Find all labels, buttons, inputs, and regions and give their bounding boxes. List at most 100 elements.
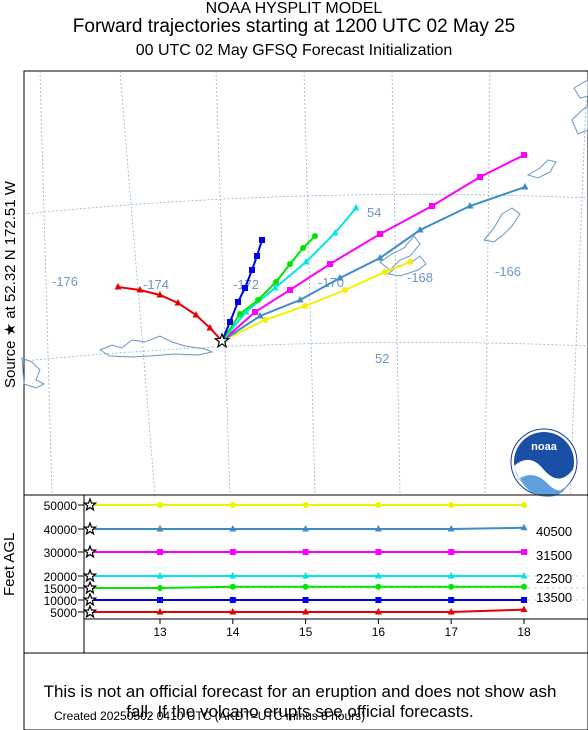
magenta-trajectory-marker	[377, 231, 383, 237]
profile-start-star	[82, 544, 98, 559]
yellow-profile-marker	[302, 502, 309, 508]
x-tick-label: 13	[153, 625, 167, 639]
green-trajectory-marker	[300, 245, 306, 251]
meridian-line	[391, 70, 401, 496]
profile-start-star	[82, 604, 98, 619]
magenta-profile-marker	[448, 549, 455, 555]
yellow-profile-marker	[521, 502, 527, 508]
profile-start-star	[82, 580, 98, 595]
steel-profile-marker	[156, 525, 164, 532]
green-trajectory-marker	[237, 311, 243, 317]
red-trajectory	[117, 286, 223, 342]
parallel-line	[23, 194, 588, 215]
green-trajectory-marker	[287, 261, 293, 267]
steel-trajectory-marker	[296, 296, 304, 303]
green-trajectory-marker	[312, 233, 318, 239]
coastline	[526, 159, 557, 179]
map-frame	[23, 70, 588, 496]
y-tick-label: 5000	[50, 606, 77, 620]
lon-label: -168	[407, 270, 433, 285]
blue-trajectory-marker	[227, 319, 233, 325]
cyan-trajectory-marker	[331, 229, 339, 236]
yellow-trajectory-marker	[342, 287, 348, 293]
magenta-profile-marker	[302, 549, 309, 555]
cyan-profile-marker	[302, 572, 310, 579]
cyan-trajectory-marker	[271, 284, 279, 291]
lat-label: 52	[375, 351, 389, 366]
red-trajectory-marker	[206, 324, 214, 331]
noaa-logo-text: noaa	[531, 441, 558, 453]
y-tick-label: 10000	[44, 594, 78, 608]
yellow-profile-marker	[229, 502, 236, 508]
magenta-trajectory-marker	[287, 287, 293, 293]
model-title: NOAA HYSPLIT MODEL	[205, 0, 383, 17]
trajectory-title: Forward trajectories starting at 1200 UT…	[72, 16, 516, 37]
cyan-profile-marker	[447, 572, 455, 579]
blue-trajectory-marker	[235, 299, 241, 305]
yellow-profile-marker	[157, 502, 163, 508]
yellow-trajectory-marker	[382, 269, 388, 275]
source-star-shape	[213, 332, 231, 349]
green-trajectory-marker	[273, 279, 279, 285]
yellow-profile-marker	[375, 502, 382, 508]
red-profile-marker	[520, 605, 528, 613]
coastline	[379, 235, 421, 271]
coastlines	[21, 79, 588, 389]
steel-trajectory-marker	[336, 274, 344, 281]
lon-label: -166	[495, 264, 521, 279]
profile-start-star	[82, 497, 98, 512]
cyan-trajectory	[221, 207, 357, 342]
green-profile-marker	[302, 583, 309, 590]
y-tick-label: 50000	[44, 499, 78, 513]
red-trajectory-marker	[156, 291, 164, 298]
green-trajectory-marker	[255, 297, 261, 303]
steel-profile-marker	[374, 525, 382, 532]
steel-trajectory	[221, 186, 526, 342]
coastline	[21, 357, 46, 389]
steel-trajectory-marker	[376, 254, 384, 261]
profile-start-star	[82, 592, 98, 607]
cyan-profile-marker	[520, 572, 528, 579]
red-trajectory-marker	[174, 299, 182, 306]
forecast-initialization: 00 UTC 02 May GFSQ Forecast Initializati…	[135, 42, 453, 59]
steel-profile-marker	[229, 525, 237, 532]
blue-trajectory-marker	[259, 237, 265, 243]
parallel-line	[23, 341, 588, 362]
green-profile-marker	[157, 585, 163, 591]
red-profile-marker	[447, 608, 455, 615]
magenta-trajectory-marker	[521, 152, 527, 158]
meridian-line	[569, 99, 587, 496]
red-trajectory-marker	[192, 311, 200, 318]
meridian-line	[119, 70, 156, 496]
yellow-profile-marker	[448, 502, 455, 508]
magenta-profile-marker	[375, 549, 382, 555]
magenta-trajectory-marker	[327, 261, 333, 267]
meridian-line	[39, 70, 53, 496]
profile-series	[90, 502, 528, 615]
yellow-trajectory-marker	[407, 259, 413, 265]
blue-profile-marker	[375, 597, 382, 603]
created-timestamp: Created 20250502 0410 UTC (AKDT=UTC minu…	[54, 709, 366, 723]
profile-right-labels: 40500 31500 22500 13500	[536, 524, 572, 605]
red-profile-marker	[302, 608, 310, 615]
magenta-profile-marker	[229, 549, 236, 555]
x-tick-label: 18	[517, 625, 531, 639]
source-star-icon	[213, 332, 231, 349]
x-tick-label: 15	[299, 625, 313, 639]
x-tick-label: 17	[445, 625, 459, 639]
noaa-logo: noaa	[510, 428, 578, 497]
cyan-profile-marker	[156, 572, 164, 579]
source-location-label: Source ★ at 52.32 N 172.51 W	[2, 180, 19, 388]
coastline	[98, 335, 214, 358]
red-trajectory-marker	[114, 283, 122, 290]
green-profile-marker	[521, 583, 527, 590]
right-altitude-label: 22500	[536, 571, 572, 586]
blue-trajectory-marker	[249, 267, 255, 273]
y-tick-label: 20000	[44, 570, 78, 584]
blue-trajectory-marker	[254, 253, 260, 259]
steel-profile-marker	[447, 525, 455, 532]
yellow-trajectory-marker	[302, 303, 308, 309]
lon-label: -176	[52, 274, 78, 289]
map-graticule	[23, 70, 588, 496]
steel-trajectory-marker	[466, 202, 474, 209]
